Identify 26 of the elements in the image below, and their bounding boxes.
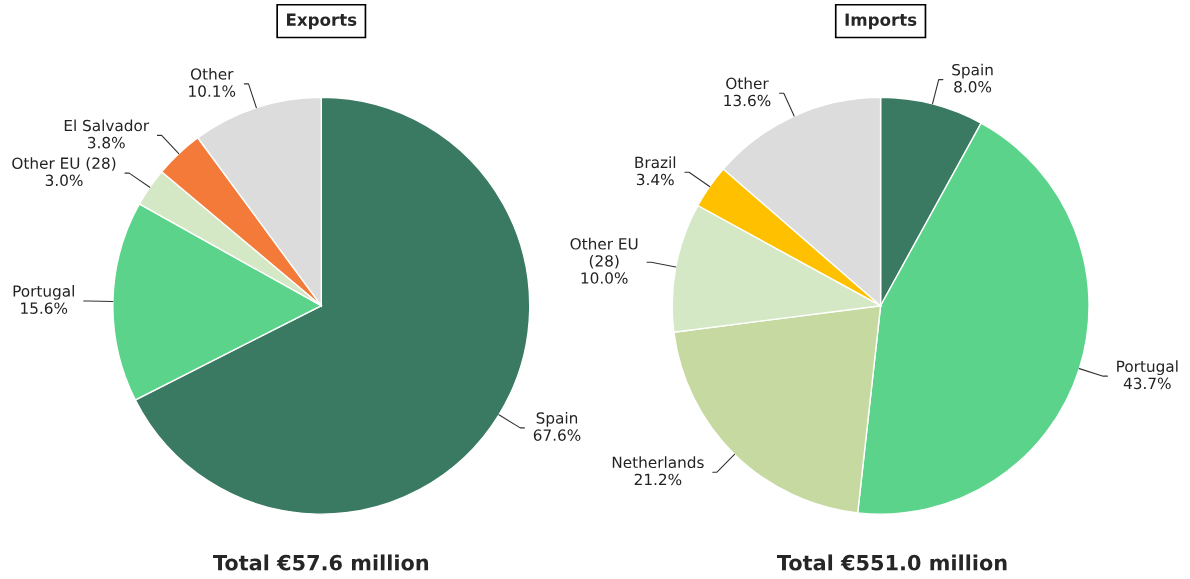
data-label: 3.0%	[45, 174, 83, 187]
data-label: 10.1%	[189, 85, 236, 97]
data-label: 67.6%	[533, 429, 581, 441]
data-label: 10.0%	[581, 272, 628, 284]
data-label: 15.6%	[21, 302, 68, 314]
data-label: 21.2%	[634, 473, 682, 486]
data-label: 8.0%	[954, 81, 992, 93]
slice-label: Other	[190, 67, 234, 80]
data-label: 3.4%	[636, 173, 674, 186]
slice-label: Netherlands	[612, 456, 704, 469]
slice-label: Spain	[536, 411, 578, 427]
slice-label: Other EU (28)	[12, 157, 116, 171]
data-label: 3.8%	[87, 136, 125, 149]
slice-label: El Salvador	[64, 119, 150, 132]
text: Total €57.6 million	[213, 554, 429, 571]
chart-title: Exports	[287, 13, 357, 30]
slice-label: Portugal	[13, 285, 74, 300]
slice-label: Other EU (28)	[570, 237, 638, 269]
chart-title: Imports	[845, 13, 917, 30]
data-label: 43.7%	[1123, 377, 1171, 390]
slice-label: Spain	[952, 63, 993, 79]
slice-label: Other	[726, 77, 769, 90]
text: Total €551.0 million	[776, 554, 1007, 571]
slice-label: Portugal	[1117, 360, 1178, 376]
data-label: 13.6%	[724, 94, 771, 107]
slice-label: Brazil	[635, 156, 676, 169]
